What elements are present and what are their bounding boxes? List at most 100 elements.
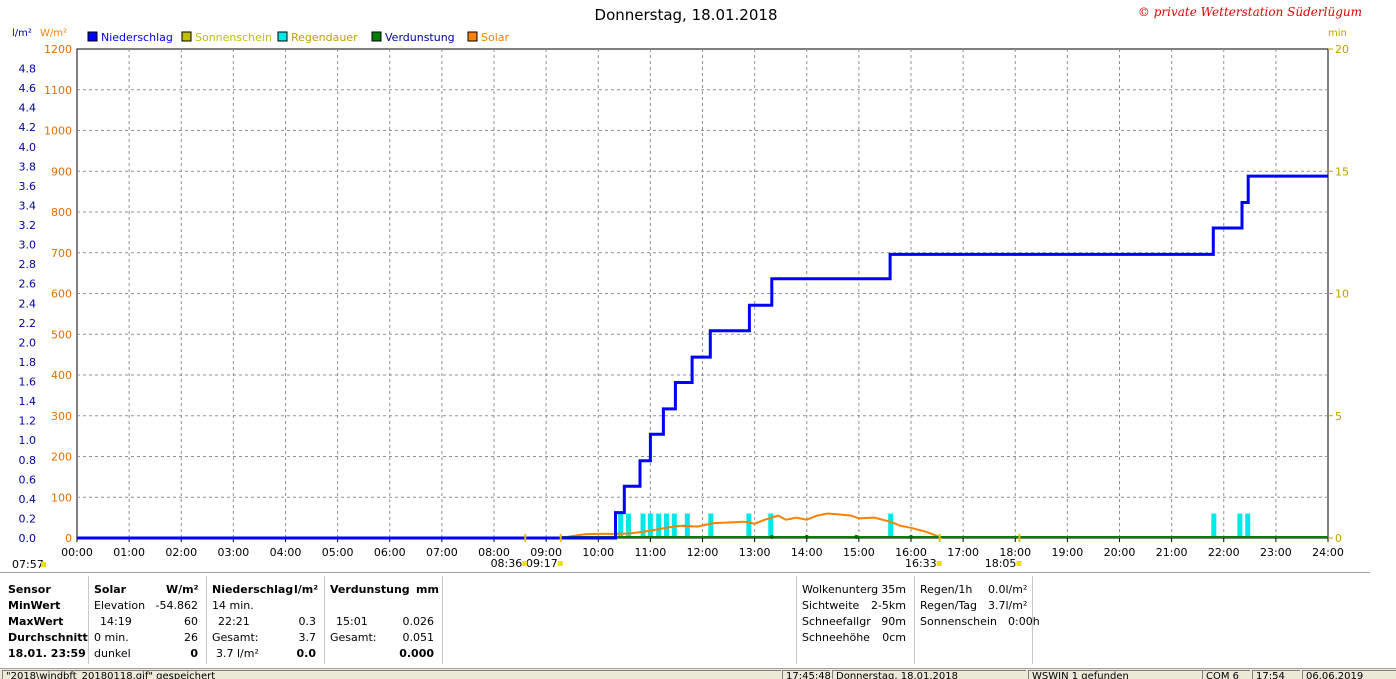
y-tick-label: 0.8	[19, 454, 37, 467]
sun-marker-label: 07:57	[12, 558, 44, 571]
y2-tick-label: 1000	[44, 125, 72, 138]
x-tick-label: 21:00	[1156, 546, 1188, 559]
row-label-now: 18.01. 23:59	[8, 647, 86, 660]
x-tick-label: 14:00	[791, 546, 823, 559]
y-tick-label: 4.2	[19, 121, 37, 134]
cond-value: 90m	[881, 615, 906, 628]
x-tick-label: 23:00	[1260, 546, 1292, 559]
sun-marker-dot	[1016, 561, 1022, 566]
row-label-max: MaxWert	[8, 615, 64, 628]
rain-duration-bar	[656, 513, 662, 538]
precip-total-label: Gesamt:	[212, 631, 259, 644]
legend-label: Verdunstung	[385, 31, 455, 44]
x-tick-label: 04:00	[270, 546, 302, 559]
legend-swatch	[467, 31, 478, 42]
status-device: WSWIN 1 gefunden	[1028, 670, 1202, 679]
right-tick-label: 10	[1335, 288, 1349, 301]
y-tick-label: 1.8	[19, 356, 37, 369]
legend-label: Solar	[481, 31, 510, 44]
right-tick-label: 20	[1335, 43, 1349, 56]
rain-duration-bar	[888, 513, 894, 538]
right-axis-unit: min	[1328, 28, 1347, 39]
divider	[88, 576, 89, 664]
row-label-avg: Durchschnitt	[8, 631, 88, 644]
status-today: 06.06.2019	[1302, 670, 1396, 679]
x-tick-label: 02:00	[165, 546, 197, 559]
solar-min-label: Elevation	[94, 599, 146, 612]
x-tick-label: 01:00	[113, 546, 145, 559]
y2-tick-label: 400	[51, 369, 72, 382]
precip-now-label: 3.7 l/m²	[216, 647, 259, 660]
rain-value: 3.7l/m²	[988, 599, 1028, 612]
y-tick-label: 3.4	[19, 199, 37, 212]
evap-max-time: 15:01	[336, 615, 368, 628]
sun-marker-dot	[936, 561, 942, 566]
rain-value: 0.0l/m²	[988, 583, 1028, 596]
solar-avg-label: 0 min.	[94, 631, 129, 644]
y-tick-label: 2.0	[19, 336, 37, 349]
x-tick-label: 11:00	[635, 546, 667, 559]
evap-header: Verdunstung	[330, 583, 410, 596]
sun-marker-dot	[557, 561, 563, 566]
cond-value: 2-5km	[870, 599, 906, 612]
legend-label: Sonnenschein	[195, 31, 272, 44]
left2-axis-unit: W/m²	[40, 28, 67, 39]
x-tick-label: 05:00	[322, 546, 354, 559]
rain-label: Regen/Tag	[920, 599, 977, 612]
status-clock: 17:54	[1252, 670, 1300, 679]
sun-marker-dot	[522, 561, 528, 566]
legend-swatch	[277, 31, 288, 42]
evaporation-point	[909, 535, 913, 539]
x-tick-label: 08:00	[478, 546, 510, 559]
y-tick-label: 4.4	[19, 102, 37, 115]
divider	[796, 576, 797, 664]
y2-tick-label: 0	[65, 532, 72, 545]
rain-duration-bar	[625, 513, 631, 538]
x-tick-label: 00:00	[61, 546, 93, 559]
y2-tick-label: 200	[51, 451, 72, 464]
sun-marker-label: 18:05	[985, 557, 1017, 570]
y-tick-label: 0.0	[19, 532, 37, 545]
solar-header: Solar	[94, 583, 127, 596]
y-tick-label: 4.6	[19, 82, 37, 95]
y-tick-label: 4.8	[19, 63, 37, 76]
y-tick-label: 0.2	[19, 512, 37, 525]
right-tick-label: 5	[1335, 410, 1342, 423]
rain-duration-bar	[768, 513, 774, 538]
precip-min-label: 14 min.	[212, 599, 254, 612]
chart-grid	[76, 48, 1329, 539]
legend-swatch	[181, 31, 192, 42]
divider	[1032, 576, 1033, 664]
status-bar: "2018\windbft_20180118.gif" gespeichert …	[0, 668, 1396, 679]
precip-header: Niederschlag	[212, 583, 294, 596]
y2-tick-label: 500	[51, 328, 72, 341]
precip-now-value: 0.0	[296, 647, 317, 660]
solar-unit: W/m²	[166, 583, 199, 596]
cond-label: Sichtweite	[802, 599, 860, 612]
y2-tick-label: 600	[51, 288, 72, 301]
y-tick-label: 3.2	[19, 219, 37, 232]
evaporation-point	[804, 535, 809, 539]
rain-value: 0:00h	[1008, 615, 1040, 628]
stats-panel	[0, 572, 1370, 667]
divider	[324, 576, 325, 664]
rain-label: Sonnenschein	[920, 615, 997, 628]
y-tick-label: 4.0	[19, 141, 37, 154]
status-port: COM 6	[1202, 670, 1250, 679]
y-tick-label: 3.0	[19, 239, 37, 252]
evaporation-point	[769, 535, 774, 539]
y-tick-label: 2.4	[19, 297, 37, 310]
precipitation-line	[77, 174, 1328, 540]
rain-duration-bar	[1211, 513, 1217, 538]
rain-duration-bar	[746, 513, 752, 538]
sensor-header: Sensor	[8, 583, 51, 596]
y-tick-label: 2.6	[19, 278, 37, 291]
solar-min-value: -54.862	[155, 599, 198, 612]
solar-max-value: 60	[184, 615, 198, 628]
chart-title: Donnerstag, 18.01.2018	[595, 6, 778, 24]
sun-marker-dot	[41, 562, 46, 567]
rain-duration-bar	[1237, 513, 1243, 538]
chart-legend: Niederschlag Sonnenschein Regendauer Verdun…	[87, 31, 510, 44]
y-tick-label: 1.4	[19, 395, 37, 408]
evap-max-value: 0.026	[402, 615, 435, 628]
